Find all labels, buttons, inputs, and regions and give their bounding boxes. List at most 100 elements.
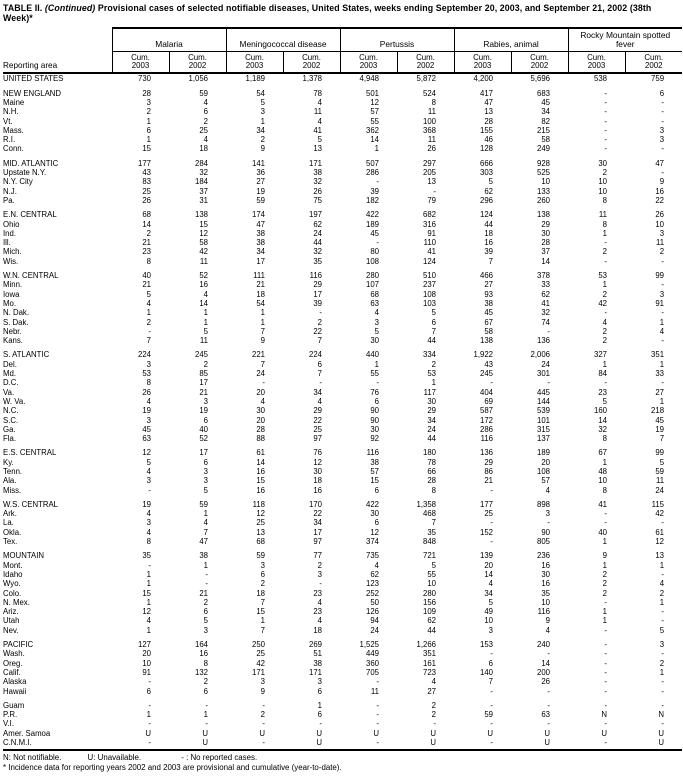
cell-value: 37 [541, 247, 551, 257]
row-label: R.I. [3, 135, 16, 145]
cell-value: 9 [260, 336, 265, 346]
cell-value: 2 [203, 359, 208, 369]
cell-value: 6 [203, 607, 208, 617]
cell-value: 440 [365, 350, 379, 360]
cell-value: 759 [651, 74, 665, 84]
cell-value: 23 [313, 607, 322, 617]
cell-value: 59 [256, 195, 265, 205]
cell-value: U [145, 728, 151, 738]
cell-value: - [661, 616, 665, 626]
cell-value: 29 [313, 406, 322, 416]
cell-value: 1 [203, 560, 208, 570]
cell-value: 23 [313, 588, 322, 598]
cell-value: 46 [484, 135, 494, 145]
cell-value: 180 [423, 448, 437, 458]
cell-value: 5 [602, 396, 608, 406]
cell-value: 30 [541, 228, 551, 238]
cell-value: 33 [541, 280, 551, 290]
cell-value: 5 [203, 326, 208, 336]
row-label: Calif. [3, 667, 21, 677]
title-week-line: (38th Week)* [3, 3, 652, 23]
cell-value: 18 [313, 476, 322, 486]
cell-value: 12 [370, 527, 379, 537]
cell-value: 445 [537, 387, 551, 397]
row-label: Mich. [3, 247, 22, 257]
cell-value: 6 [659, 88, 665, 98]
cell-value: - [262, 700, 265, 710]
cell-value: 47 [484, 98, 494, 107]
cell-value: 5 [317, 135, 322, 145]
cell-value: 805 [537, 537, 551, 547]
cell-value: 3 [203, 466, 208, 476]
cell-value: 133 [537, 186, 551, 196]
cell-value: 92 [370, 434, 379, 444]
cell-value: 138 [537, 210, 551, 220]
cell-value: 40 [199, 424, 208, 434]
cell-value: 55 [370, 369, 379, 379]
cell-value: 1 [146, 625, 151, 635]
table-row: Wyo. 1 - 2 - 123 10 4 16 2 4 [3, 579, 682, 588]
table-row: Mich. 23 42 34 32 80 41 39 37 2 2 [3, 247, 682, 256]
cell-value: 316 [423, 219, 437, 229]
table-row: Conn. 15 18 9 13 1 26 128 249 - - [3, 144, 682, 153]
cell-value: 1 [602, 359, 608, 369]
cell-value: 12 [142, 448, 151, 458]
cell-value: 18 [484, 228, 494, 238]
cell-value: 1 [317, 700, 322, 710]
cell-value: - [661, 107, 665, 117]
cell-value: 3 [317, 677, 322, 687]
cell-value: 34 [313, 518, 322, 528]
cell-value: 26 [142, 195, 151, 205]
cell-value: U [202, 728, 208, 738]
cell-value: 67 [598, 448, 608, 458]
cell-value: 68 [370, 289, 379, 299]
cell-value: 4 [146, 616, 151, 626]
cell-value: - [604, 238, 608, 248]
cell-value: 1 [260, 616, 265, 626]
table-row: C.N.M.I. - U - U - U - U - U [3, 738, 682, 747]
cell-value: - [490, 686, 494, 696]
cell-value: 30 [598, 158, 608, 168]
cell-value: 2 [203, 597, 208, 607]
subheader-meningococcal-cum-2002: Cum. 2002 [282, 51, 341, 75]
cell-value: 1 [602, 457, 608, 467]
row-label: Ariz. [3, 607, 19, 617]
cell-value: 296 [480, 195, 494, 205]
cell-value: 88 [256, 434, 265, 444]
cell-value: - [148, 738, 151, 747]
cell-value: 6 [203, 457, 208, 467]
cell-value: 52 [199, 271, 208, 281]
group-header-pertussis: Pertussis [339, 27, 455, 52]
cell-value: 12 [142, 607, 151, 617]
cell-value: 27 [655, 387, 665, 397]
cell-value: 171 [308, 158, 322, 168]
cell-value: 4 [203, 289, 208, 299]
cell-value: 5 [431, 308, 437, 318]
table-row: Maine 3 4 5 4 12 8 47 45- - [3, 98, 682, 107]
year-label: 2002 [302, 61, 321, 71]
cell-value: 4 [374, 308, 379, 318]
cell-value: - [661, 569, 665, 579]
cell-value: 24 [655, 485, 665, 495]
cell-value: 40 [598, 527, 608, 537]
table-row: Kans. 7 11 9 7 30 44 138 136 2 - [3, 336, 682, 345]
cell-value: 43 [484, 359, 494, 369]
cell-value: 136 [537, 336, 551, 346]
cell-value: - [376, 719, 379, 729]
group-header-rmsf: Rocky Mountain spotted fever [567, 27, 683, 52]
cell-value: 128 [480, 144, 494, 154]
cum-label: Cum. [416, 53, 435, 62]
cell-value: 2 [659, 247, 665, 257]
cell-value: - [661, 98, 665, 107]
cell-value: 1 [146, 597, 151, 607]
cell-value: - [376, 378, 379, 388]
table-row: N. Mex. 1 2 7 4 50 156 5 10 - 1 [3, 598, 682, 607]
cell-value: U [601, 728, 608, 738]
cell-value: 224 [308, 350, 322, 360]
cell-value: 39 [313, 298, 322, 308]
cell-value: 59 [655, 466, 665, 476]
cell-value: 2 [431, 359, 437, 369]
cell-value: 4 [602, 317, 608, 327]
cell-value: 37 [199, 186, 208, 196]
